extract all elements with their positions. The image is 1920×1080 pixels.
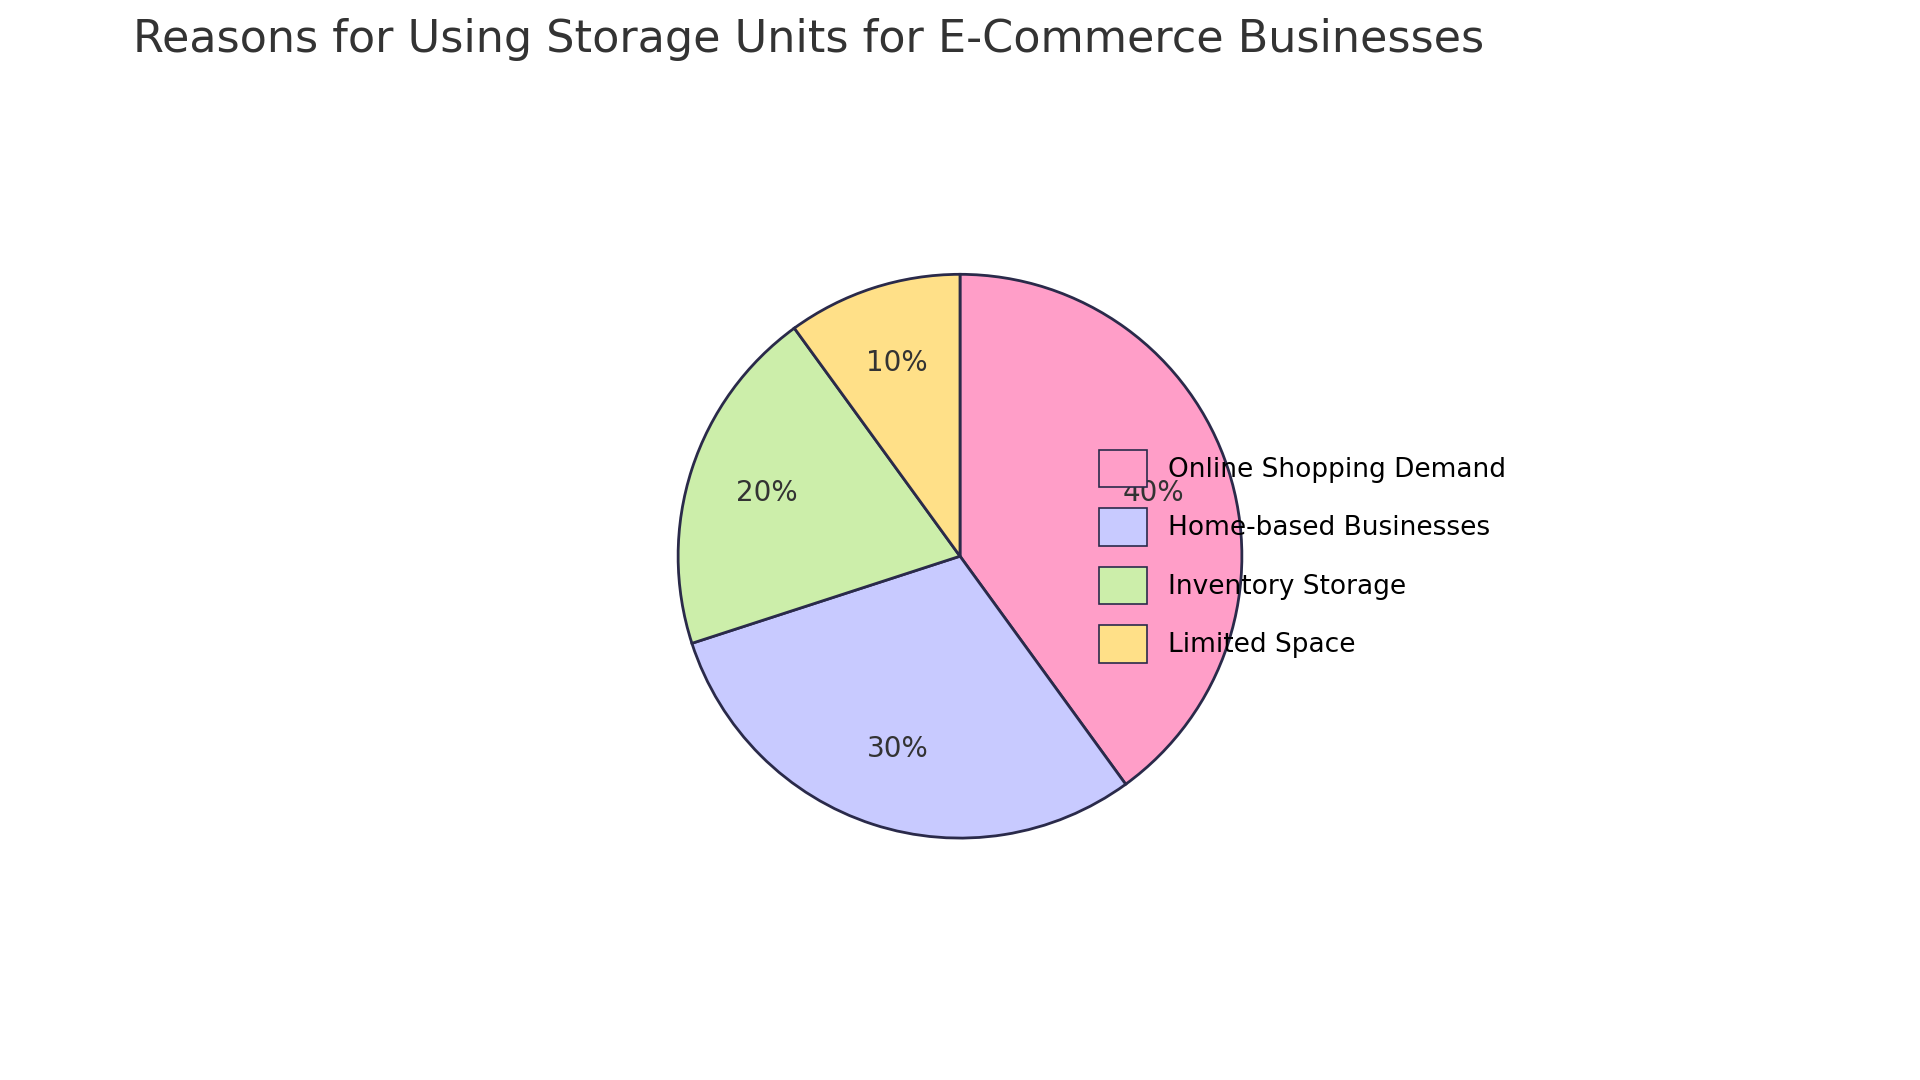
Wedge shape — [960, 274, 1242, 784]
Legend: Online Shopping Demand, Home-based Businesses, Inventory Storage, Limited Space: Online Shopping Demand, Home-based Busin… — [1087, 436, 1519, 676]
Text: 40%: 40% — [1121, 480, 1185, 508]
Text: Reasons for Using Storage Units for E-Commerce Businesses: Reasons for Using Storage Units for E-Co… — [132, 17, 1484, 60]
Text: 30%: 30% — [866, 735, 927, 764]
Text: 20%: 20% — [735, 480, 799, 508]
Wedge shape — [691, 556, 1125, 838]
Wedge shape — [795, 274, 960, 556]
Text: 10%: 10% — [866, 349, 927, 377]
Wedge shape — [678, 328, 960, 644]
